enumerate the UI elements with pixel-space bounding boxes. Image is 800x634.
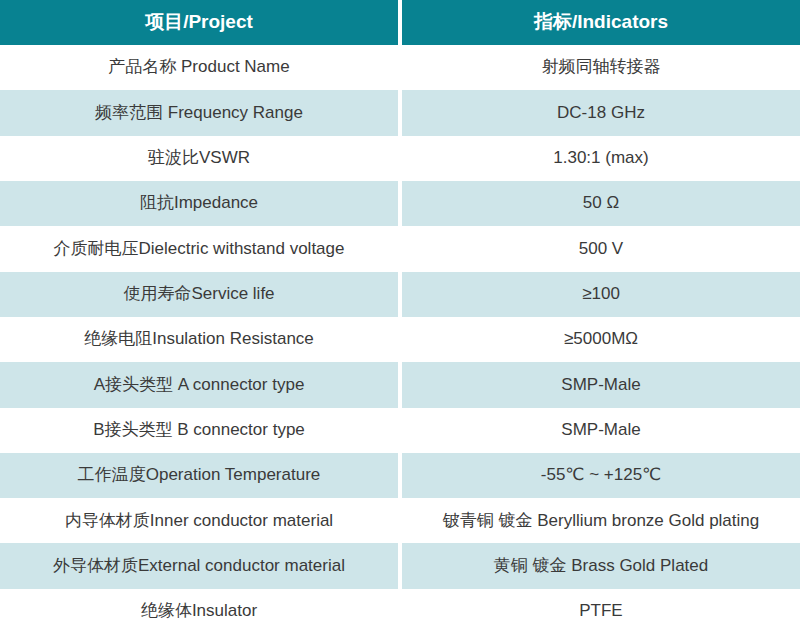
row-value: 铍青铜 镀金 Beryllium bronze Gold plating [402,498,800,543]
row-label: 驻波比VSWR [0,136,398,181]
header-cell-indicators: 指标/Indicators [402,0,800,45]
table-row: 频率范围 Frequency Range DC-18 GHz [0,90,800,135]
row-label: 内导体材质Inner conductor material [0,498,398,543]
row-value: PTFE [402,589,800,634]
table-row: 内导体材质Inner conductor material 铍青铜 镀金 Ber… [0,498,800,543]
row-value: ≥5000MΩ [402,317,800,362]
row-value: 500 V [402,226,800,271]
row-label: 工作温度Operation Temperature [0,453,398,498]
table-row: 绝缘电阻Insulation Resistance ≥5000MΩ [0,317,800,362]
row-label: 使用寿命Service life [0,272,398,317]
row-value: SMP-Male [402,408,800,453]
row-label: 频率范围 Frequency Range [0,90,398,135]
table-row: 使用寿命Service life ≥100 [0,272,800,317]
row-value: 黄铜 镀金 Brass Gold Plated [402,543,800,588]
header-cell-project: 项目/Project [0,0,398,45]
row-label: 外导体材质External conductor material [0,543,398,588]
table-row: 工作温度Operation Temperature -55℃ ~ +125℃ [0,453,800,498]
table-row: 介质耐电压Dielectric withstand voltage 500 V [0,226,800,271]
row-value: SMP-Male [402,362,800,407]
row-label: A接头类型 A connector type [0,362,398,407]
row-label: 绝缘体Insulator [0,589,398,634]
table-row: B接头类型 B connector type SMP-Male [0,408,800,453]
table-row: A接头类型 A connector type SMP-Male [0,362,800,407]
table-row: 阻抗Impedance 50 Ω [0,181,800,226]
table-row: 外导体材质External conductor material 黄铜 镀金 B… [0,543,800,588]
row-value: -55℃ ~ +125℃ [402,453,800,498]
row-label: 产品名称 Product Name [0,45,398,90]
row-label: 绝缘电阻Insulation Resistance [0,317,398,362]
table-row: 产品名称 Product Name 射频同轴转接器 [0,45,800,90]
table-row: 驻波比VSWR 1.30:1 (max) [0,136,800,181]
spec-table: 项目/Project 指标/Indicators 产品名称 Product Na… [0,0,800,634]
row-label: 介质耐电压Dielectric withstand voltage [0,226,398,271]
row-value: 射频同轴转接器 [402,45,800,90]
row-value: DC-18 GHz [402,90,800,135]
row-label: B接头类型 B connector type [0,408,398,453]
row-value: ≥100 [402,272,800,317]
row-value: 1.30:1 (max) [402,136,800,181]
table-header-row: 项目/Project 指标/Indicators [0,0,800,45]
row-label: 阻抗Impedance [0,181,398,226]
row-value: 50 Ω [402,181,800,226]
table-row: 绝缘体Insulator PTFE [0,589,800,634]
